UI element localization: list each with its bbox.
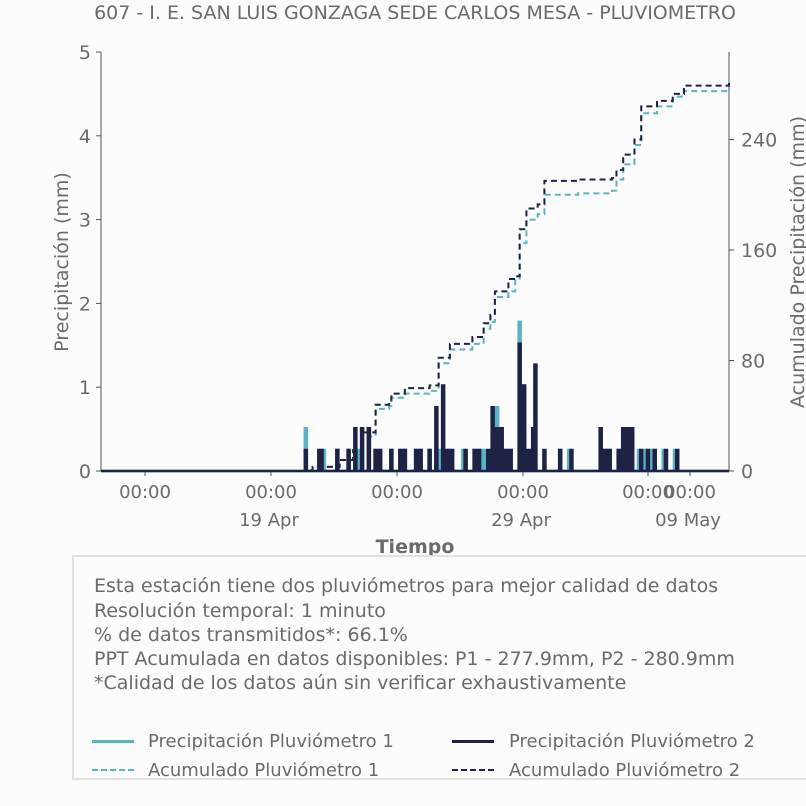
acumulado-line-2 bbox=[101, 82, 730, 472]
x-tick-label: 00:00 bbox=[371, 482, 423, 503]
legend-box: Esta estación tiene dos pluviómetros par… bbox=[72, 555, 806, 781]
legend-label-acum1: Acumulado Pluviómetro 1 bbox=[148, 760, 380, 781]
y2-tick-label: 240 bbox=[741, 129, 777, 151]
x-tick-label: 00:00 bbox=[497, 482, 549, 503]
note-line-5: *Calidad de los datos aún sin verificar … bbox=[94, 672, 627, 694]
note-line-1: Esta estación tiene dos pluviómetros par… bbox=[94, 575, 719, 597]
y-tick-label: 1 bbox=[79, 377, 91, 399]
y-tick-label: 4 bbox=[79, 126, 91, 148]
x-tick-label: 00:00 bbox=[622, 482, 674, 503]
x-axis-label: Tiempo bbox=[376, 536, 455, 558]
x-date-label: 09 May bbox=[655, 510, 721, 531]
acumulado-line-1 bbox=[101, 87, 730, 472]
y2-tick-label: 0 bbox=[741, 461, 753, 483]
y-tick-label: 3 bbox=[79, 210, 91, 232]
y-tick-label: 0 bbox=[79, 461, 91, 483]
x-date-label: 19 Apr bbox=[239, 510, 299, 531]
legend-label-p2: Precipitación Pluviómetro 2 bbox=[509, 731, 755, 752]
y2-tick-label: 80 bbox=[741, 350, 765, 372]
legend-label-acum2: Acumulado Pluviómetro 2 bbox=[509, 760, 741, 781]
legend-swatch-acum1 bbox=[92, 769, 134, 771]
chart-title: 607 - I. E. SAN LUIS GONZAGA SEDE CARLOS… bbox=[94, 2, 736, 24]
note-line-3: % de datos transmitidos*: 66.1% bbox=[94, 624, 408, 646]
y2-axis-label: Acumulado Precipitación (mm) bbox=[787, 116, 806, 408]
precipitacion-line-1 bbox=[101, 320, 729, 473]
x-tick-label: 00:00 bbox=[245, 482, 297, 503]
x-tick-label: 00:00 bbox=[664, 482, 716, 503]
y2-tick-label: 160 bbox=[741, 240, 777, 262]
legend-swatch-p1 bbox=[92, 740, 134, 743]
precipitacion-line-2 bbox=[101, 342, 729, 473]
legend-label-p1: Precipitación Pluviómetro 1 bbox=[148, 731, 394, 752]
x-tick-label: 00:00 bbox=[119, 482, 171, 503]
legend-swatch-acum2 bbox=[452, 769, 494, 771]
x-date-label: 29 Apr bbox=[491, 510, 551, 531]
y-tick-label: 5 bbox=[79, 42, 91, 64]
y-axis-label: Precipitación (mm) bbox=[51, 172, 73, 352]
legend-swatch-p2 bbox=[452, 740, 494, 743]
y-tick-label: 2 bbox=[79, 293, 91, 315]
note-line-2: Resolución temporal: 1 minuto bbox=[94, 600, 386, 622]
note-line-4: PPT Acumulada en datos disponibles: P1 -… bbox=[94, 648, 735, 670]
